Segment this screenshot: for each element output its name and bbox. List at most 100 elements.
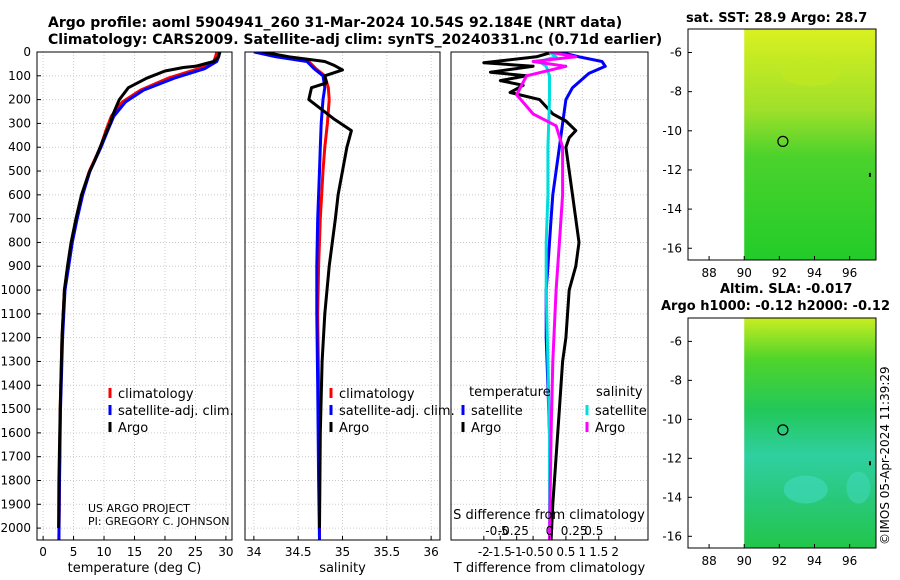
title-line-1: Argo profile: aoml 5904941_260 31-Mar-20… (48, 15, 623, 31)
depth-ytick-label: 300 (8, 116, 31, 130)
diff-salinity-tick-label: 0.5 (584, 524, 603, 538)
difference-profile-xtick-label: 0.5 (556, 545, 575, 559)
depth-ytick-label: 0 (23, 45, 31, 59)
difference-profile-xtick-label: 1.5 (589, 545, 608, 559)
depth-ytick-label: 100 (8, 69, 31, 83)
difference-profile-xtick-label: -0.5 (521, 545, 544, 559)
depth-ytick-label: 2000 (0, 521, 31, 535)
difference-profile-xtick-label: -2 (478, 545, 490, 559)
salinity-legend-label: satellite-adj. clim. (339, 404, 455, 419)
salinity-legend-label: climatology (339, 387, 415, 402)
sst-map-title: sat. SST: 28.9 Argo: 28.7 (686, 11, 868, 26)
sla-map-field-high (846, 471, 871, 504)
salinity-profile-xtick-label: 34.5 (285, 545, 312, 559)
temperature-profile-line-climatology (57, 52, 219, 540)
diff-legend-label: satellite (471, 404, 523, 419)
sla-map-title-line-1: Altim. SLA: -0.017 (720, 282, 853, 297)
difference-profile-line-s-argo (515, 52, 578, 540)
credit-project: US ARGO PROJECT (88, 502, 190, 515)
depth-ytick-label: 900 (8, 259, 31, 273)
difference-profile-line-t-argo (482, 52, 581, 540)
sst-map-frame (687, 28, 877, 261)
sla-map-xtick-label: 96 (842, 554, 857, 568)
sla-map-argo-marker (777, 424, 789, 436)
sla-map-ytick-label: -8 (670, 373, 682, 387)
sla-map-field (744, 318, 876, 548)
sst-map-ytick-label: -16 (662, 241, 682, 255)
depth-ytick-label: 1100 (0, 307, 31, 321)
temperature-profile-xtick-label: 0 (39, 545, 47, 559)
depth-ytick-label: 1700 (0, 450, 31, 464)
temperature-profile-xtick-label: 10 (96, 545, 111, 559)
sla-map-xtick-label: 92 (772, 554, 787, 568)
diff-legend-salinity-title: salinity (596, 385, 643, 400)
depth-ytick-label: 400 (8, 140, 31, 154)
temperature-profile-xtick-label: 30 (218, 545, 233, 559)
sla-map-float-marker (868, 461, 871, 466)
difference-profile-xtick-label: -1 (511, 545, 523, 559)
sst-map-ytick-label: -8 (670, 85, 682, 99)
salinity-profile-series-group (253, 52, 353, 540)
salinity-profile-line-argo (262, 52, 353, 529)
temperature-profile-xtick-label: 20 (157, 545, 172, 559)
sla-map-field-high (783, 475, 828, 504)
salinity-profile-xtick-label: 34 (246, 545, 261, 559)
difference-profile-xtick-label: 2 (611, 545, 619, 559)
diff-salinity-tick-label: 0.25 (561, 524, 588, 538)
depth-ytick-label: 1300 (0, 354, 31, 368)
diff-legend-temperature-title: temperature (469, 385, 551, 400)
temperature-profile-xtick-label: 25 (188, 545, 203, 559)
sla-map-ytick-label: -12 (662, 451, 682, 465)
sst-map-field-warm (780, 58, 841, 87)
sla-map-xtick-label: 94 (807, 554, 822, 568)
temperature-profile-series-group (57, 52, 222, 540)
sst-map-ytick-label: -6 (670, 45, 682, 59)
title-line-2: Climatology: CARS2009. Satellite-adj cli… (48, 32, 663, 48)
sla-map-title-line-2: Argo h1000: -0.12 h2000: -0.12 (661, 299, 891, 314)
salinity-profile-xtick-label: 35 (335, 545, 350, 559)
depth-ytick-label: 1200 (0, 331, 31, 345)
sst-map-float-marker (868, 172, 871, 177)
diff-salinity-tick-label: -0.5 (485, 524, 508, 538)
sst-map-argo-marker (777, 135, 789, 147)
sla-map-frame (687, 317, 877, 549)
depth-ytick-label: 700 (8, 212, 31, 226)
sla-map-ytick-label: -10 (662, 412, 682, 426)
temperature-profile-line-argo (57, 52, 222, 529)
depth-ytick-label: 1500 (0, 402, 31, 416)
diff-salinity-tick-label: -0.25 (498, 524, 529, 538)
temperature-legend-label: Argo (118, 421, 148, 436)
sst-map-xtick-label: 90 (737, 266, 752, 280)
salinity-profile-xtick-label: 36 (423, 545, 438, 559)
sla-map-xtick-label: 88 (701, 554, 716, 568)
diff-salinity-tick-label: 0 (546, 524, 554, 538)
depth-ytick-label: 600 (8, 188, 31, 202)
temperature-profile-xlabel: temperature (deg C) (68, 561, 202, 576)
salinity-profile-xtick-label: 35.5 (373, 545, 400, 559)
temperature-legend-label: satellite-adj. clim. (118, 404, 234, 419)
depth-ytick-label: 1900 (0, 497, 31, 511)
sst-map-xtick-label: 88 (701, 266, 716, 280)
salinity-profile-xlabel: salinity (319, 561, 366, 576)
depth-ytick-label: 1800 (0, 473, 31, 487)
temperature-profile-xtick-label: 15 (127, 545, 142, 559)
sla-map-ytick-label: -16 (662, 529, 682, 543)
diff-salinity-axis-label: S difference from climatology (453, 508, 645, 523)
credit-pi: PI: GREGORY C. JOHNSON (88, 515, 229, 528)
sla-map-ytick-label: -6 (670, 334, 682, 348)
sst-map-xtick-label: 94 (807, 266, 822, 280)
sla-map-xtick-label: 90 (737, 554, 752, 568)
sst-map-xtick-label: 92 (772, 266, 787, 280)
sla-map-ytick-label: -14 (662, 490, 682, 504)
sst-map-xtick-label: 96 (842, 266, 857, 280)
salinity-profile-line-satellite (253, 52, 327, 540)
diff-legend-label: satellite (595, 404, 647, 419)
difference-profile-xtick-label: -1.5 (489, 545, 512, 559)
depth-ytick-label: 1600 (0, 426, 31, 440)
difference-profile-series-group (482, 52, 607, 540)
diff-legend-label: Argo (471, 421, 501, 436)
difference-profile-xtick-label: 0 (546, 545, 554, 559)
difference-profile-xlabel: T difference from climatology (453, 561, 646, 576)
depth-ytick-label: 800 (8, 235, 31, 249)
